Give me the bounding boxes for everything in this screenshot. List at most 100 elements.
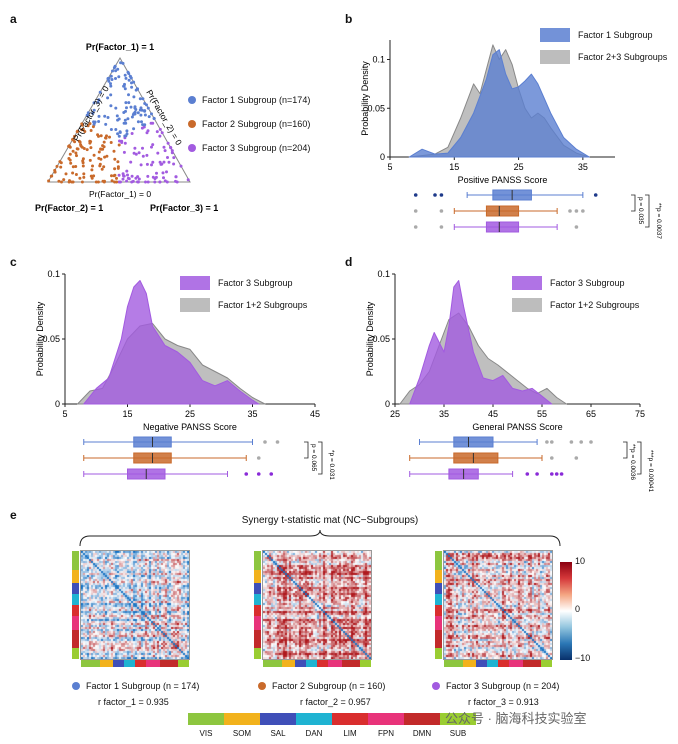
ternary-point bbox=[170, 151, 174, 155]
network-segment-som bbox=[435, 570, 442, 584]
legend-label: Factor 3 Subgroup (n=204) bbox=[202, 143, 311, 153]
ternary-point bbox=[109, 74, 113, 78]
network-segment-som bbox=[282, 660, 296, 667]
ternary-point bbox=[115, 176, 118, 180]
ternary-point bbox=[136, 180, 140, 184]
ternary-point bbox=[106, 96, 110, 100]
subgroup-text: Factor 2 Subgroup (n = 160) bbox=[272, 681, 386, 691]
ternary-point bbox=[106, 77, 110, 81]
boxplot-outlier bbox=[569, 440, 574, 444]
ternary-point bbox=[69, 161, 73, 165]
ternary-point bbox=[116, 132, 120, 136]
subgroup-label-1: Factor 1 Subgroup (n = 174) bbox=[72, 681, 199, 691]
y-tick-label: 0.1 bbox=[377, 269, 390, 279]
ternary-point bbox=[167, 160, 171, 164]
panel-letter-c: c bbox=[10, 255, 17, 269]
ternary-point bbox=[90, 176, 94, 180]
ternary-point bbox=[88, 122, 92, 126]
y-tick-label: 0.1 bbox=[47, 269, 60, 279]
panel-letter-e: e bbox=[10, 508, 17, 522]
network-segment-sal bbox=[72, 583, 79, 595]
axis-bottom-label: Pr(Factor_1) = 0 bbox=[89, 189, 151, 199]
ternary-point bbox=[127, 101, 131, 105]
x-tick-label: 15 bbox=[449, 162, 459, 172]
network-segment-dan bbox=[254, 594, 261, 605]
x-tick-label: 5 bbox=[62, 409, 67, 419]
ternary-point bbox=[114, 69, 118, 73]
axis-left-label: Pr(Factor_3) = 0 bbox=[71, 84, 111, 143]
density-series bbox=[83, 280, 260, 405]
network-segment-sal bbox=[435, 583, 442, 595]
ternary-point bbox=[141, 154, 145, 158]
ternary-point bbox=[60, 180, 63, 184]
ternary-point bbox=[137, 177, 141, 181]
x-tick-label: 15 bbox=[122, 409, 132, 419]
network-segment-dmn bbox=[254, 629, 261, 649]
ternary-point bbox=[89, 140, 93, 144]
boxplot bbox=[413, 189, 598, 201]
ternary-point bbox=[165, 170, 168, 174]
network-legend-som bbox=[224, 713, 260, 725]
ternary-point bbox=[133, 106, 137, 110]
network-bar-side-2 bbox=[254, 551, 261, 659]
ternary-point bbox=[118, 139, 121, 143]
ternary-point bbox=[140, 120, 143, 124]
network-segment-som bbox=[463, 660, 477, 667]
network-legend-label: SUB bbox=[449, 729, 467, 738]
ternary-point bbox=[102, 140, 106, 144]
ternary-point bbox=[147, 115, 151, 119]
ternary-point bbox=[172, 156, 176, 160]
ternary-point bbox=[104, 122, 108, 126]
boxplot-outlier bbox=[568, 209, 572, 213]
ternary-point bbox=[152, 117, 156, 121]
x-tick-label: 65 bbox=[586, 409, 596, 419]
ternary-point bbox=[158, 180, 162, 184]
boxplot-outlier bbox=[263, 440, 267, 444]
ternary-point bbox=[165, 180, 169, 184]
network-segment-vis bbox=[254, 551, 261, 571]
ternary-point bbox=[117, 180, 121, 184]
network-legend-fpn bbox=[368, 713, 404, 725]
ternary-point bbox=[73, 134, 76, 138]
ternary-point bbox=[123, 87, 127, 91]
ternary-point bbox=[80, 180, 84, 184]
ternary-point bbox=[139, 163, 143, 167]
y-tick-label: 0 bbox=[380, 152, 385, 162]
subgroup-r-3: r factor_3 = 0.913 bbox=[468, 697, 539, 707]
y-tick-label: 0 bbox=[385, 399, 390, 409]
ternary-point bbox=[114, 128, 118, 131]
ternary-point bbox=[131, 113, 135, 116]
network-legend-bar bbox=[188, 713, 476, 725]
ternary-point bbox=[99, 134, 103, 138]
ternary-point bbox=[126, 173, 129, 177]
ternary-point bbox=[145, 103, 148, 107]
y-axis-label: Probability Density bbox=[360, 61, 370, 136]
network-segment-sub bbox=[541, 660, 552, 667]
density-series bbox=[409, 280, 553, 405]
ternary-points bbox=[47, 61, 190, 184]
network-legend-label: DAN bbox=[305, 729, 323, 738]
ternary-point bbox=[71, 149, 75, 153]
p-value-label: ***p = 0.00041 bbox=[647, 450, 654, 492]
legend-label: Factor 2+3 Subgroups bbox=[578, 52, 668, 62]
ternary-point bbox=[113, 173, 117, 177]
ternary-point bbox=[166, 141, 170, 145]
network-segment-lim bbox=[254, 604, 261, 616]
ternary-point bbox=[71, 171, 75, 175]
ternary-point bbox=[78, 140, 82, 144]
ternary-point bbox=[117, 75, 121, 79]
ternary-point bbox=[125, 169, 129, 173]
ternary-point bbox=[154, 175, 158, 179]
ternary-point bbox=[67, 157, 71, 160]
ternary-point bbox=[96, 180, 100, 184]
boxplot-outlier bbox=[413, 225, 418, 229]
ternary-plot: Pr(Factor_1) = 1 Pr(Factor_2) = 1 Pr(Fac… bbox=[35, 42, 218, 213]
ternary-point bbox=[186, 178, 190, 182]
ternary-point bbox=[91, 111, 95, 115]
boxplot-outlier bbox=[413, 193, 418, 197]
ternary-point bbox=[96, 100, 100, 104]
ternary-point bbox=[122, 150, 126, 154]
network-segment-dan bbox=[487, 660, 498, 667]
subgroup-dot bbox=[72, 682, 80, 690]
ternary-point bbox=[90, 168, 94, 172]
